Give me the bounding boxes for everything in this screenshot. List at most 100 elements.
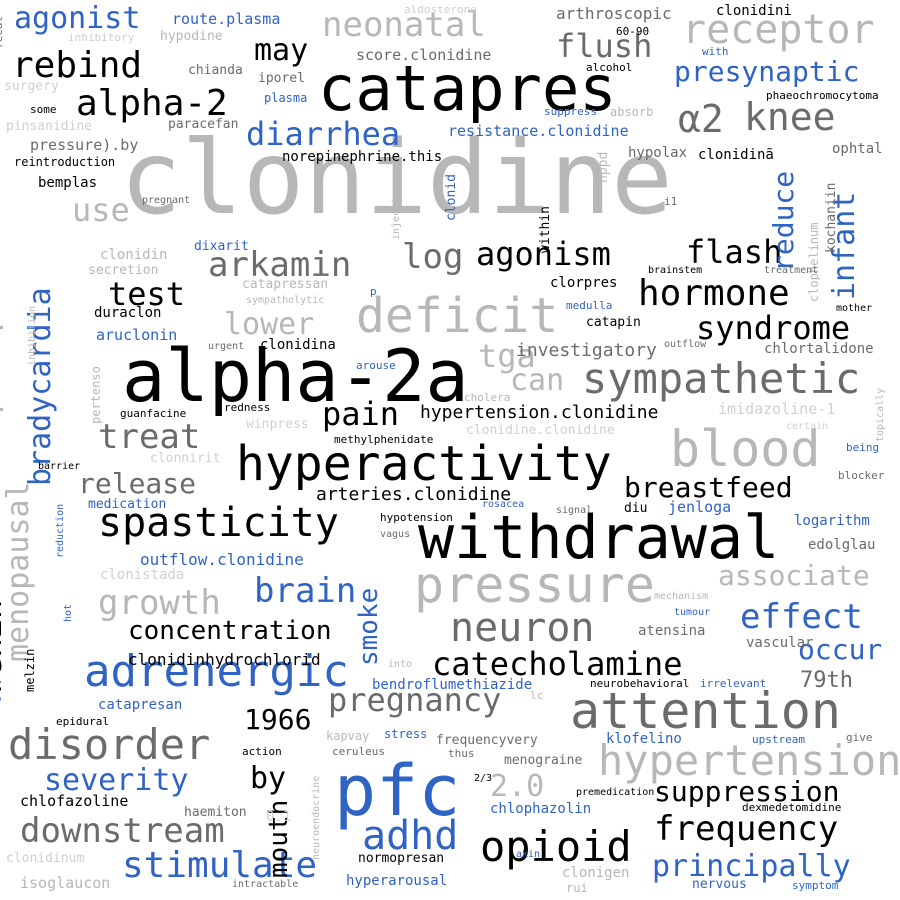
word: being: [846, 441, 880, 454]
word: 1966: [244, 703, 312, 736]
word: hormone: [638, 273, 790, 314]
word: deficit: [356, 288, 559, 344]
word: receptor: [682, 7, 875, 53]
word: edolglau: [808, 537, 876, 553]
word: i1: [664, 195, 678, 208]
word: clorpres: [550, 275, 618, 291]
word: clonidinhydrochlorid: [128, 650, 321, 669]
word: some: [30, 103, 57, 116]
word: vascular: [746, 635, 814, 651]
word: bendroflumethiazide: [372, 677, 533, 693]
word: aldosterone: [404, 3, 477, 16]
word: suppress: [544, 105, 597, 118]
word: clonid: [444, 174, 459, 221]
word: associate: [718, 559, 870, 592]
word: arteries.clonidine: [316, 484, 512, 505]
word: attention: [570, 682, 841, 740]
word: knee: [744, 95, 836, 139]
word: symptom: [792, 879, 839, 892]
word: lower: [224, 307, 315, 342]
word: rosacea: [482, 499, 525, 510]
word: aruclonin: [96, 326, 178, 344]
word: bemplas: [38, 175, 98, 191]
word: plasma: [264, 91, 308, 105]
word: hyperarousal: [346, 873, 448, 889]
word: test: [108, 275, 186, 313]
word: cholera: [464, 391, 511, 404]
word: can: [510, 363, 565, 398]
word: kochaniin: [824, 182, 839, 253]
word: withdrawal: [418, 503, 780, 573]
word: catapin: [586, 315, 641, 330]
word: paracefan: [168, 117, 239, 132]
word: isoglaucon: [20, 874, 111, 892]
word: clonigen: [562, 865, 630, 881]
word: medication: [88, 497, 167, 512]
word: neuron: [450, 605, 595, 651]
word: mechanism: [654, 591, 709, 602]
word: flush: [556, 27, 653, 65]
word: occur: [798, 633, 883, 666]
word: 60-90: [616, 25, 650, 38]
word: upstream: [752, 733, 805, 746]
word: phaeochromocytoma: [766, 89, 879, 102]
word: 0.1: [266, 809, 292, 825]
word: pregnant: [142, 195, 191, 206]
word: clonnirit: [150, 451, 221, 466]
word: pressure).by: [30, 136, 139, 154]
word: tga: [478, 337, 536, 375]
word: chlofazoline: [20, 792, 129, 810]
word: medulla: [566, 299, 613, 312]
word: hypotension: [380, 511, 453, 524]
word: blood: [670, 420, 821, 478]
word: stress: [384, 727, 428, 741]
word: concentration: [128, 616, 332, 646]
word: chlortalidone: [764, 341, 874, 357]
word: norepinephrine.this: [282, 149, 443, 165]
word: vagus: [380, 529, 411, 540]
word: by: [250, 761, 287, 796]
word: winpress: [246, 417, 309, 432]
word: reduction: [55, 503, 66, 558]
word: premedication: [576, 787, 655, 798]
word: neuroendocrine: [311, 775, 322, 860]
word: downstream: [20, 811, 225, 851]
word: outflow: [664, 339, 707, 350]
word: neonatal: [322, 5, 486, 45]
word: alpha-2a: [122, 334, 469, 418]
word: agonist: [14, 1, 141, 36]
word: opioid: [480, 822, 632, 871]
word: sympatholytic: [246, 295, 325, 306]
word: hypolax: [628, 145, 688, 161]
word: score.clonidine: [356, 46, 492, 64]
word: alpha-2: [76, 83, 228, 124]
word: rui: [566, 881, 588, 895]
word: melzin: [23, 648, 37, 692]
word: methylphenidate: [334, 433, 434, 446]
word: adrenergic: [84, 646, 349, 697]
word: catapressan: [242, 277, 329, 292]
word: 2.0: [490, 769, 545, 804]
word: stimulate: [122, 845, 318, 886]
word: pfc: [334, 750, 461, 832]
word: spasticity: [98, 500, 339, 546]
word: use: [72, 191, 130, 229]
word: release: [78, 467, 197, 500]
word: clonidinum: [6, 851, 85, 866]
word: rebind: [12, 45, 143, 86]
word: epidural: [56, 715, 109, 728]
word: absorb: [610, 105, 654, 119]
word: syndrome: [696, 309, 851, 347]
word: within: [538, 206, 553, 253]
word: jenloga: [668, 498, 732, 516]
word: breastfeed: [624, 471, 793, 504]
word: clophelinum: [807, 222, 821, 302]
word: tumour: [674, 607, 711, 618]
word: chlophazolin: [490, 801, 592, 817]
word: irrelevant: [700, 677, 767, 690]
word: clonidin: [100, 247, 168, 263]
word: menograine: [504, 753, 583, 768]
word: effect: [740, 597, 863, 637]
word: lc: [530, 689, 544, 702]
word: reintroduction: [14, 155, 116, 169]
